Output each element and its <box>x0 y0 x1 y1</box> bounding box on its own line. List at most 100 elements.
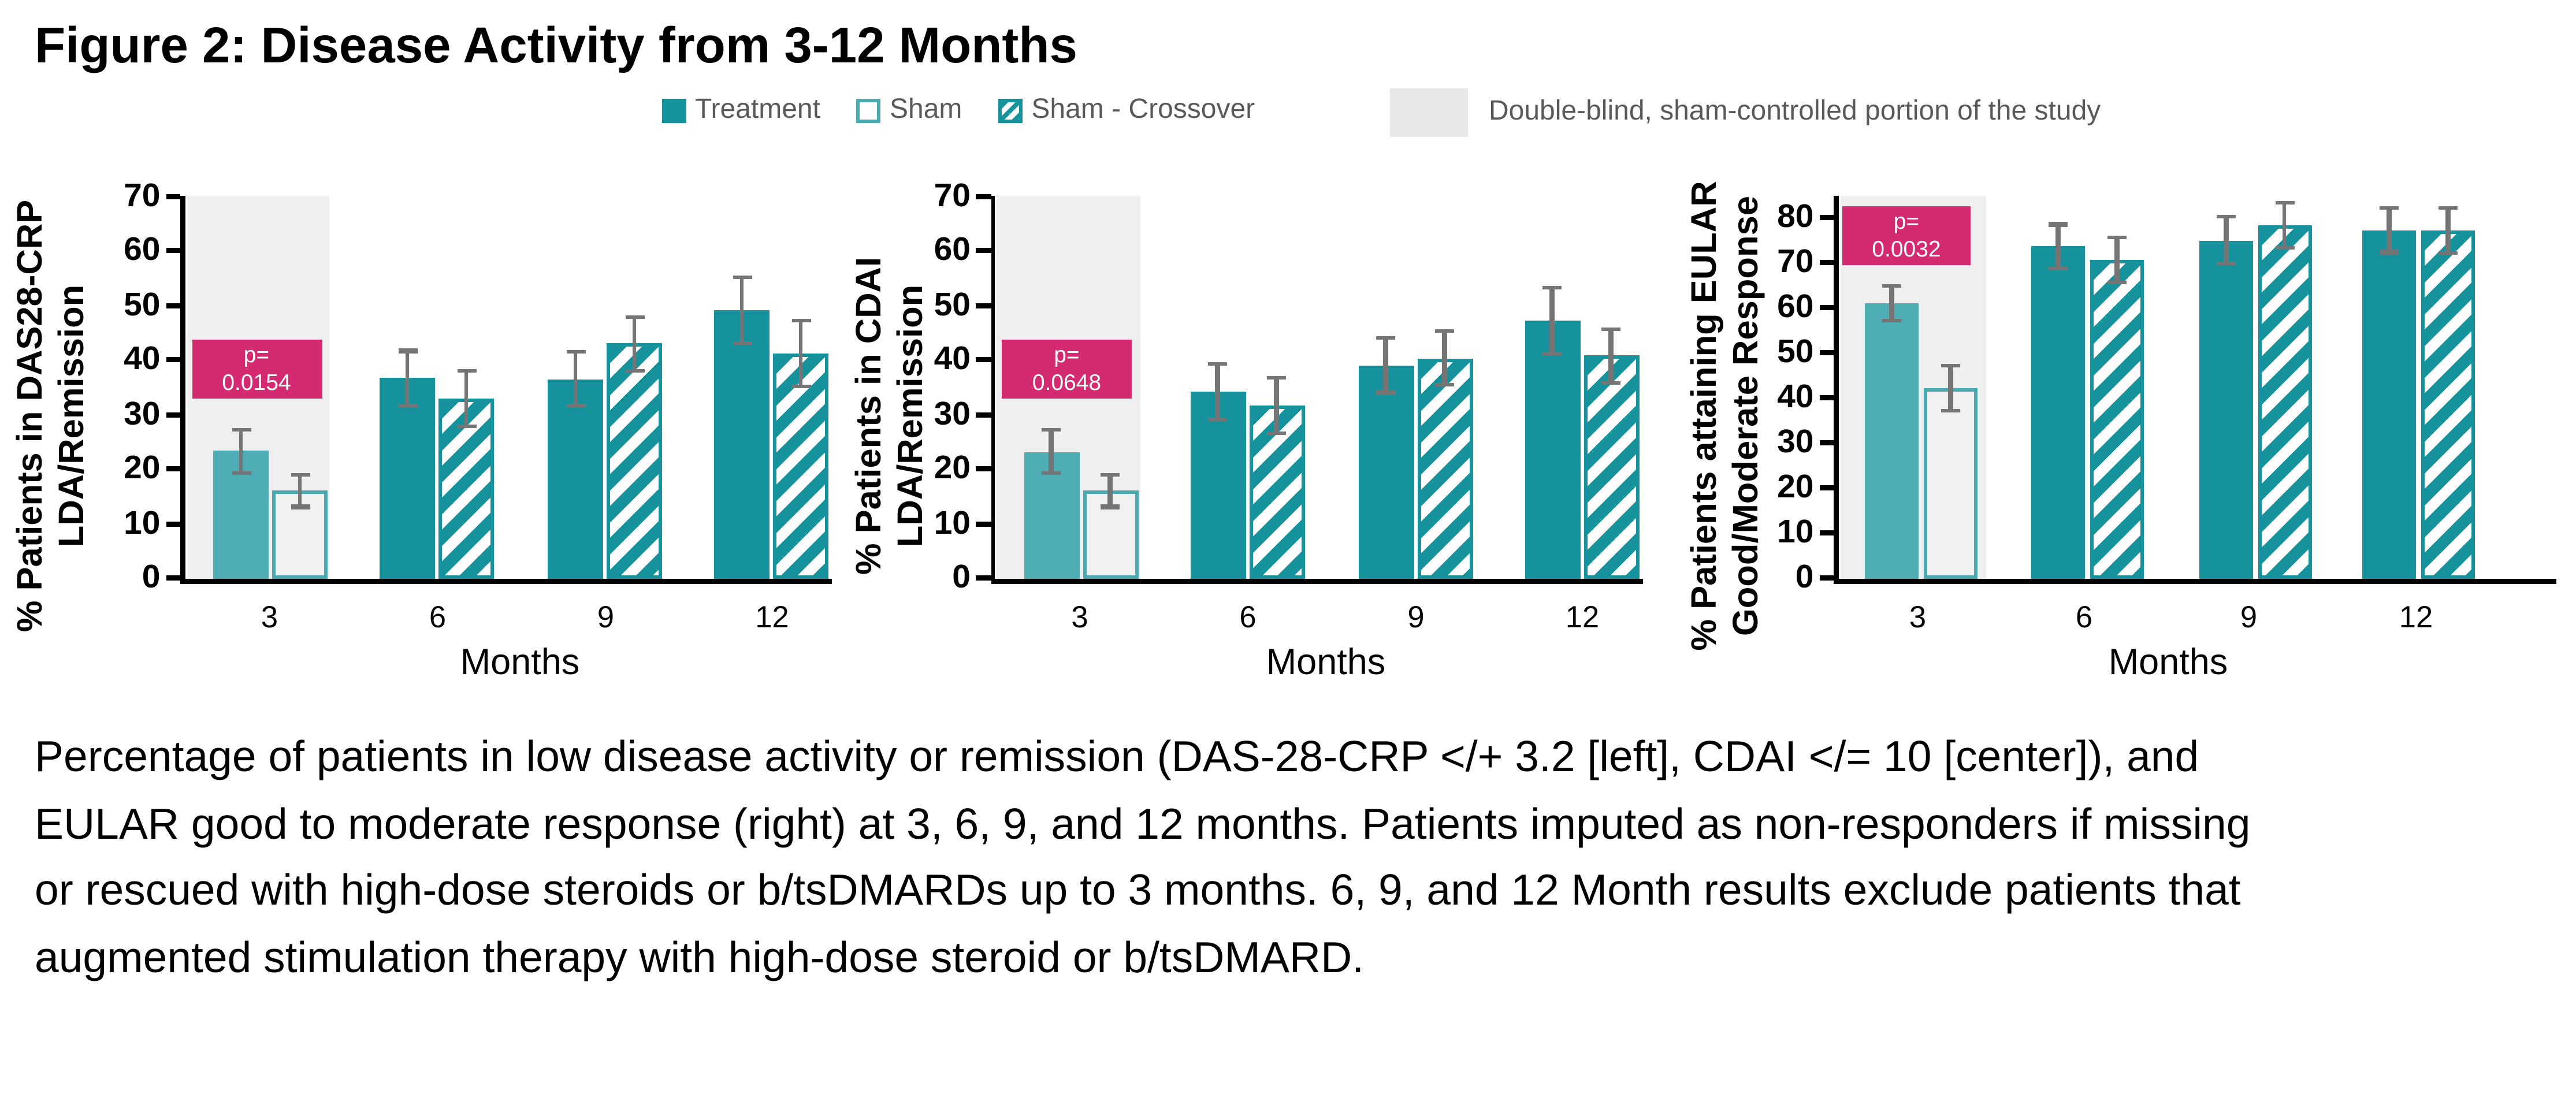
y-tick-cdai-40 <box>976 357 991 363</box>
error-bar-line <box>1949 366 1953 411</box>
error-bar-cap-top <box>2274 200 2294 205</box>
error-bar-line <box>1215 363 1220 419</box>
bar-sham-crossover-month-6-das28-crp <box>438 398 494 580</box>
error-bar-cap-bottom <box>566 404 585 408</box>
x-tick-label-eular-12: 12 <box>2399 600 2433 634</box>
error-bar-cap-bottom <box>2107 281 2127 285</box>
x-tick-label-das28-crp-3: 3 <box>261 600 278 634</box>
y-tick-cdai-60 <box>976 248 991 254</box>
error-bar-cap-bottom <box>791 384 811 388</box>
error-bar-cap-bottom <box>456 423 476 428</box>
error-bar-line <box>739 277 744 343</box>
error-bar-cap-top <box>2217 214 2236 219</box>
bar-sham-crossover-month-6-eular <box>2090 260 2144 580</box>
bar-treatment-month-9-das28-crp <box>548 379 603 580</box>
error-bar-cap-bottom <box>1435 383 1454 387</box>
error-bar-cap-bottom <box>290 505 310 509</box>
sham-swatch-icon <box>856 99 881 123</box>
y-tick-label-cdai-70: 70 <box>934 178 971 215</box>
y-tick-label-eular-50: 50 <box>1777 334 1814 371</box>
y-tick-eular-40 <box>1819 395 1834 400</box>
error-bar-cap-top <box>1267 375 1286 380</box>
error-bar-cap-bottom <box>231 470 251 475</box>
x-tick-label-cdai-9: 9 <box>1407 600 1425 634</box>
y-axis-title-eular: % Patients attaining EULAR Good/Moderate… <box>1685 181 1765 651</box>
bar-treatment-month-6-das28-crp <box>380 378 435 580</box>
y-tick-label-cdai-50: 50 <box>934 287 971 324</box>
y-tick-eular-70 <box>1819 260 1834 265</box>
y-tick-label-cdai-10: 10 <box>934 505 971 542</box>
x-tick-label-eular-9: 9 <box>2240 600 2258 634</box>
x-axis-das28-crp <box>180 578 832 584</box>
y-tick-das28-crp-60 <box>165 248 180 254</box>
figure-caption: Percentage of patients in low disease ac… <box>35 733 2251 983</box>
bar-sham-crossover-month-9-das28-crp <box>607 344 662 580</box>
error-bar-cap-bottom <box>2049 267 2068 271</box>
x-axis-title-das28-crp: Months <box>460 643 580 683</box>
error-bar-cap-top <box>1882 283 1901 288</box>
y-tick-label-das28-crp-0: 0 <box>142 560 161 596</box>
error-bar-cap-bottom <box>1208 416 1227 421</box>
error-bar-cap-top <box>397 349 417 353</box>
p-value-box-das28-crp: p= 0.0154 <box>191 340 322 399</box>
x-axis-title-eular: Months <box>2108 643 2228 683</box>
error-bar-cap-top <box>1601 326 1620 331</box>
legend-label-sham: Sham <box>889 95 962 125</box>
error-bar-cap-bottom <box>1101 505 1120 509</box>
x-axis-cdai <box>990 578 1642 584</box>
y-tick-cdai-50 <box>976 303 991 308</box>
y-tick-cdai-30 <box>976 412 991 418</box>
error-bar-cap-top <box>2439 206 2458 210</box>
y-axis-title-das28-crp: % Patients in DAS28-CRP LDA/Remission <box>10 199 91 633</box>
error-bar-line <box>1443 330 1447 385</box>
y-tick-label-eular-80: 80 <box>1777 199 1814 236</box>
figure-title: Figure 2: Disease Activity from 3-12 Mon… <box>35 19 1077 75</box>
y-tick-label-eular-20: 20 <box>1777 470 1814 506</box>
x-tick-label-cdai-12: 12 <box>1565 600 1600 634</box>
bar-treatment-month-6-eular <box>2031 247 2085 580</box>
error-bar-cap-top <box>2380 205 2399 210</box>
error-bar-cap-bottom <box>1941 409 1960 413</box>
y-axis-title-cdai: % Patients in CDAI LDA/Remission <box>849 256 930 575</box>
error-bar-line <box>1550 288 1554 354</box>
bar-treatment-month-12-das28-crp <box>714 310 770 580</box>
error-bar-cap-bottom <box>625 368 644 373</box>
y-tick-label-eular-30: 30 <box>1777 425 1814 461</box>
y-axis-spine-cdai <box>990 196 995 584</box>
error-bar-cap-top <box>2049 222 2068 226</box>
error-bar-line <box>2387 207 2391 252</box>
p-value-box-eular: p= 0.0032 <box>1842 206 1971 265</box>
legend-note-label: Double-blind, sham-controlled portion of… <box>1489 97 2101 127</box>
error-bar-cap-bottom <box>2439 251 2458 255</box>
bar-sham-crossover-month-12-eular <box>2421 230 2475 580</box>
error-bar-cap-top <box>1542 286 1562 291</box>
error-bar-cap-bottom <box>732 340 752 345</box>
y-tick-label-eular-40: 40 <box>1777 380 1814 416</box>
error-bar-cap-bottom <box>1042 471 1061 475</box>
bar-treatment-month-9-eular <box>2199 240 2253 580</box>
error-bar-cap-bottom <box>2380 250 2399 254</box>
error-bar-cap-bottom <box>1376 390 1395 395</box>
y-tick-das28-crp-20 <box>165 466 180 472</box>
error-bar-cap-top <box>231 427 251 432</box>
bar-sham-crossover-month-9-eular <box>2257 225 2311 580</box>
error-bar-line <box>298 474 302 507</box>
y-tick-label-das28-crp-10: 10 <box>124 505 161 542</box>
y-tick-label-eular-70: 70 <box>1777 244 1814 281</box>
error-bar-cap-bottom <box>2217 261 2236 265</box>
legend-note: Double-blind, sham-controlled portion of… <box>1390 88 2101 137</box>
error-bar-line <box>1274 377 1278 433</box>
error-bar-line <box>1384 338 1388 393</box>
y-tick-das28-crp-50 <box>165 303 180 308</box>
error-bar-cap-bottom <box>2274 246 2294 250</box>
y-tick-label-eular-0: 0 <box>1795 560 1814 596</box>
error-bar-cap-bottom <box>397 403 417 407</box>
y-tick-das28-crp-40 <box>165 357 180 363</box>
y-tick-eular-20 <box>1819 485 1834 490</box>
y-tick-label-cdai-60: 60 <box>934 233 971 270</box>
y-tick-label-das28-crp-30: 30 <box>124 396 161 433</box>
error-bar-line <box>1049 430 1053 474</box>
double-blind-shading-swatch <box>1390 88 1468 137</box>
